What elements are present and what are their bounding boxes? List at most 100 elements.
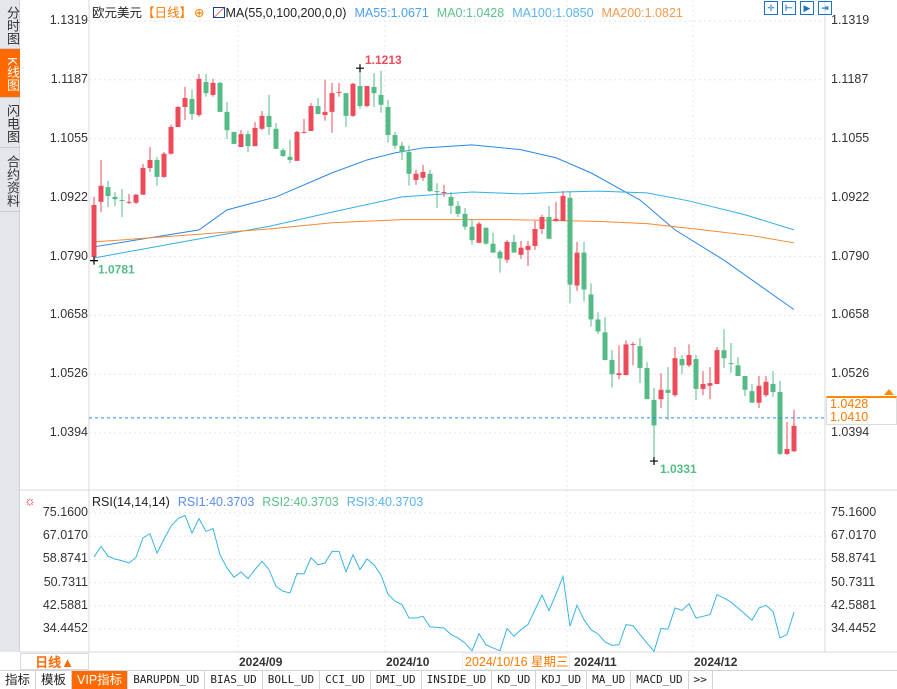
candle-body (98, 185, 104, 202)
rsi-legend: RSI(14,14,14) RSI1:40.3703 RSI2:40.3703 RSI… (92, 495, 431, 509)
candle (119, 188, 125, 217)
candle (161, 151, 167, 178)
candle (623, 340, 629, 376)
ma55-value: MA55:1.0671 (354, 6, 429, 20)
crosshair-icon[interactable]: ✛ (764, 1, 778, 15)
candle (539, 214, 545, 234)
candlesticks (91, 68, 797, 462)
indicator-tab[interactable]: 指标 (0, 671, 37, 689)
last-price-label: 1.0410 (830, 410, 869, 424)
candle (602, 317, 608, 361)
candle-body (784, 449, 790, 454)
zoom-in-icon[interactable]: ⊢ (782, 1, 796, 15)
date-axis: 2024/09 2024/10 2024/11 2024/12 (0, 653, 897, 670)
tab-flash[interactable]: 闪电图 (0, 98, 20, 148)
candle-body (511, 241, 517, 253)
candle (406, 145, 412, 186)
candle-body (588, 294, 594, 320)
zoom-out-icon[interactable]: ▶ (800, 1, 814, 15)
tab-kline[interactable]: K线图 (0, 49, 20, 98)
indicator-tab[interactable]: KDJ_UD (536, 671, 588, 689)
candle (413, 169, 419, 185)
candle (707, 367, 713, 400)
candle (301, 118, 307, 134)
candle-body (504, 241, 510, 260)
candle-body (343, 93, 349, 116)
rsi-tick-label: 50.7311 (43, 574, 88, 589)
indicator-tab[interactable]: BIAS_UD (205, 671, 263, 689)
candle-body (336, 91, 342, 93)
period-selector-button[interactable]: 日线▲ (20, 653, 89, 670)
indicator-tab[interactable]: INSIDE_UD (422, 671, 493, 689)
candle (294, 131, 300, 161)
indicator-tab[interactable]: MA_UD (587, 671, 632, 689)
candle (133, 193, 139, 205)
rsi-params: RSI(14,14,14) (92, 495, 170, 509)
candle-body (546, 216, 552, 239)
candle-body (630, 343, 636, 345)
candle-body (644, 367, 650, 400)
price-tick-label: 1.0526 (49, 366, 88, 381)
move-right-icon[interactable]: ⇥ (818, 1, 832, 15)
candle-body (749, 391, 755, 403)
rsi-tick-label: 75.1600 (42, 505, 88, 519)
indicator-tab[interactable]: VIP指标 (72, 671, 129, 689)
candle (469, 219, 475, 245)
indicator-tab[interactable]: BARUPDN_UD (128, 671, 206, 689)
candle-body (434, 191, 440, 193)
candle (672, 347, 678, 397)
candle-body (763, 381, 769, 396)
candle (364, 86, 370, 107)
indicator-tab[interactable]: 模板 (36, 671, 73, 689)
candle (490, 232, 496, 253)
rsi2-value: RSI2:40.3703 (262, 495, 339, 509)
indicator-tab[interactable]: DMI_UD (371, 671, 422, 689)
indicator-tab[interactable]: BOLL_UD (263, 671, 321, 689)
candle (455, 200, 461, 217)
candle-body (203, 82, 209, 94)
candle (252, 122, 258, 147)
price-tick-label: 1.0922 (831, 189, 870, 204)
candle (441, 184, 447, 197)
ma-legend: 欧元美元【日线】 ⊕ MA(55,0,100,200,0,0) MA55:1.0671… (92, 2, 691, 21)
candle-body (189, 98, 195, 115)
tab-timeshare[interactable]: 分时图 (0, 0, 20, 49)
candle-body (224, 111, 230, 131)
candle-body (133, 194, 139, 203)
sun-gear-icon[interactable]: ☼ (24, 493, 36, 508)
candle (742, 375, 748, 397)
candle-body (497, 251, 503, 259)
chart-icon[interactable] (212, 7, 225, 18)
candle (700, 371, 706, 396)
indicator-tab[interactable]: CCI_UD (320, 671, 371, 689)
price-tick-label: 1.1319 (49, 13, 88, 27)
candle-body (567, 197, 573, 285)
candle (385, 99, 391, 143)
indicator-tab[interactable]: >> (689, 671, 713, 689)
candle-body (672, 358, 678, 396)
tab-contract-info[interactable]: 合约资料 (0, 148, 20, 212)
candle (322, 79, 328, 121)
indicator-tab[interactable]: KD_UD (492, 671, 537, 689)
candle (196, 74, 202, 117)
arrow-up-icon (884, 389, 894, 395)
ma55-line (93, 144, 795, 311)
candle-body (532, 229, 538, 246)
candle (329, 82, 335, 133)
indicator-tab[interactable]: MACD_UD (631, 671, 689, 689)
candle (651, 388, 657, 462)
candle-body (245, 134, 251, 147)
rsi-tick-label: 42.5881 (831, 597, 877, 612)
candle (154, 156, 160, 186)
candle-body (217, 82, 223, 112)
candle (315, 98, 321, 115)
target-icon[interactable]: ⊕ (194, 6, 205, 20)
candle-body (238, 134, 244, 148)
candle (770, 371, 776, 397)
price-tick-label: 1.0526 (831, 366, 870, 381)
candle (105, 180, 111, 208)
candle-body (462, 213, 468, 227)
rsi-tick-label: 67.0170 (42, 528, 88, 543)
candle (791, 409, 797, 453)
